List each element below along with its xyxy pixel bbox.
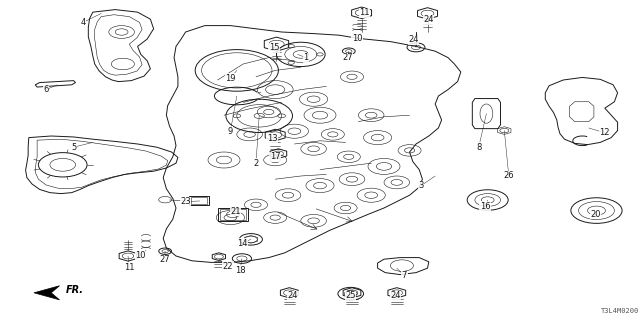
- Text: 21: 21: [230, 207, 241, 216]
- Text: 27: 27: [342, 53, 353, 62]
- Text: 9: 9: [228, 127, 233, 136]
- Text: 24: 24: [408, 36, 419, 44]
- Text: 20: 20: [590, 210, 600, 219]
- Text: 18: 18: [235, 266, 245, 275]
- Text: 23: 23: [180, 197, 191, 206]
- Text: 10: 10: [352, 34, 362, 43]
- Bar: [220, 209, 246, 220]
- Text: 8: 8: [476, 143, 481, 152]
- Text: 26: 26: [504, 172, 514, 180]
- Text: 14: 14: [237, 239, 247, 248]
- Bar: [191, 197, 207, 204]
- Text: T3L4M0200: T3L4M0200: [600, 308, 639, 314]
- Text: 22: 22: [223, 262, 233, 271]
- Text: 27: 27: [160, 255, 170, 264]
- Text: 12: 12: [600, 128, 610, 137]
- Text: 16: 16: [480, 202, 490, 211]
- Text: 17: 17: [270, 152, 280, 161]
- Polygon shape: [34, 286, 60, 300]
- Text: 11: 11: [124, 263, 134, 272]
- Text: 4: 4: [81, 18, 86, 27]
- Text: 3: 3: [419, 181, 424, 190]
- Bar: [218, 208, 248, 221]
- Text: 7: 7: [402, 271, 407, 280]
- Text: 24: 24: [288, 292, 298, 300]
- Text: 19: 19: [225, 74, 236, 83]
- Text: FR.: FR.: [66, 285, 84, 295]
- Text: 24: 24: [390, 292, 401, 300]
- Text: 2: 2: [253, 159, 259, 168]
- Text: 11: 11: [360, 8, 370, 17]
- Bar: [189, 196, 209, 205]
- Text: 1: 1: [303, 53, 308, 62]
- Text: 6: 6: [44, 85, 49, 94]
- Text: 25: 25: [346, 292, 356, 300]
- Text: 15: 15: [269, 44, 279, 52]
- Text: 24: 24: [424, 15, 434, 24]
- Text: 10: 10: [136, 252, 146, 260]
- Text: 5: 5: [71, 143, 76, 152]
- Text: 13: 13: [267, 134, 277, 143]
